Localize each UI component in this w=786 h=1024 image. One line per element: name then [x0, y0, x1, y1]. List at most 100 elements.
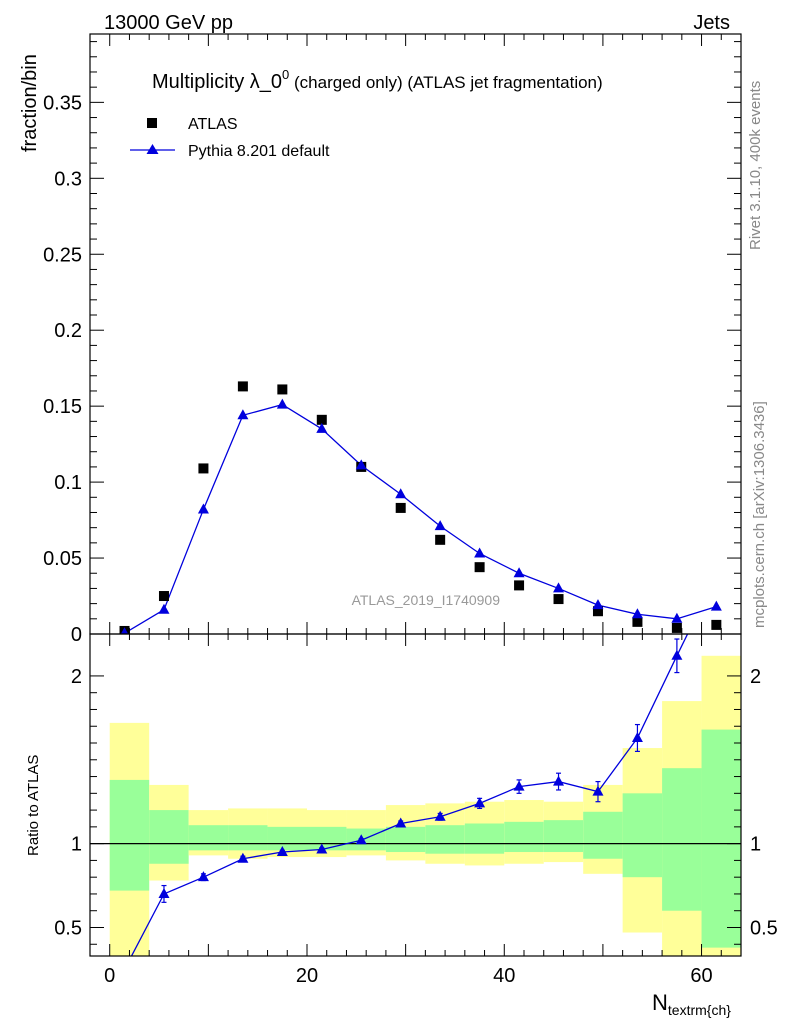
pythia-mc-point — [474, 547, 486, 558]
pythia-mc-point — [513, 567, 525, 578]
green-band-bin — [385, 826, 426, 853]
y-axis-label-main: fraction/bin — [19, 54, 41, 152]
legend-marker-pythia — [146, 144, 159, 154]
ratio-mc-point — [513, 780, 525, 791]
ratio-y-tick-label-left: 0.5 — [54, 917, 82, 939]
ratio-mc-point — [434, 810, 446, 821]
ratio-mc-point — [237, 852, 249, 863]
pythia-mc-point — [158, 603, 170, 614]
green-band-bin — [662, 768, 702, 911]
atlas-data-point — [277, 384, 288, 395]
pythia-mc-point — [592, 599, 604, 610]
pythia-mc-point — [671, 612, 683, 623]
y-tick-label: 0.15 — [43, 396, 82, 418]
y-tick-label: 0.25 — [43, 244, 82, 266]
ratio-y-tick-label-right: 1 — [750, 834, 761, 856]
ratio-y-tick-label-right: 0.5 — [750, 917, 778, 939]
ratio-bands — [109, 655, 741, 956]
green-band-bin — [583, 811, 623, 859]
legend-marker-atlas — [147, 118, 157, 128]
ratio-mc-point — [631, 731, 643, 742]
green-band-bin — [267, 826, 307, 851]
ratio-mc-point — [553, 775, 565, 786]
atlas-data-point — [632, 616, 643, 627]
main-series — [119, 381, 722, 634]
chart-title-main: Multiplicity λ_0 — [152, 71, 282, 93]
green-band-bin — [622, 793, 663, 878]
pythia-mc-point — [395, 488, 407, 499]
ratio-y-tick-label-left: 2 — [71, 666, 82, 688]
pythia-mc-point — [631, 608, 643, 619]
ratio-y-tick-label-right: 2 — [750, 666, 761, 688]
green-band-bin — [543, 820, 584, 853]
y-axis-main: 0 0.05 0.1 0.15 0.2 0.25 0.3 0.35 — [43, 41, 741, 646]
green-band-bin — [504, 821, 544, 853]
y-tick-label: 0.1 — [54, 472, 82, 494]
mcplots-label: mcplots.cern.ch [arXiv:1306.3436] — [751, 401, 768, 628]
x-axis-label-main: N — [652, 990, 668, 1015]
ratio-mc-point — [158, 887, 170, 898]
atlas-data-point — [395, 502, 406, 513]
y-tick-label: 0.05 — [43, 548, 82, 570]
main-mc-line — [124, 403, 717, 634]
atlas-data-point — [435, 534, 446, 545]
y-tick-label: 0 — [71, 624, 82, 646]
ratio-y-tick-label-left: 1 — [71, 834, 82, 856]
atlas-data-point — [237, 381, 248, 392]
ratio-mc-line — [130, 634, 689, 956]
y-tick-label: 0.3 — [54, 168, 82, 190]
y-axis-label-ratio: Ratio to ATLAS — [25, 755, 42, 856]
ratio-mc-point — [119, 963, 130, 973]
chart-title-rest: (charged only) (ATLAS jet fragmentation) — [289, 73, 602, 92]
pythia-mc-point — [316, 422, 328, 433]
rivet-label: Rivet 3.1.10, 400k events — [747, 81, 764, 250]
header-left: 13000 GeV pp — [104, 12, 233, 34]
chart-title: Multiplicity λ_00 (charged only) (ATLAS … — [152, 67, 603, 93]
pythia-mc-point — [237, 409, 249, 420]
chart-title-sup: 0 — [282, 67, 289, 82]
ratio-mc-point — [711, 569, 722, 579]
y-tick-label: 0.35 — [43, 92, 82, 114]
analysis-watermark: ATLAS_2019_I1740909 — [352, 592, 501, 608]
green-band-bin — [701, 729, 741, 948]
green-band-bin — [307, 826, 347, 851]
atlas-data-point — [553, 594, 564, 605]
green-band-bin — [464, 823, 505, 854]
ratio-mc-point — [474, 797, 486, 808]
green-band-bin — [425, 825, 465, 854]
ratio-mc-point — [355, 834, 367, 845]
atlas-data-point — [711, 619, 722, 630]
green-band-bin — [188, 825, 229, 851]
ratio-mc-point — [592, 785, 604, 796]
main-panel: 0 0.05 0.1 0.15 0.2 0.25 0.3 0.35 — [43, 33, 742, 646]
pythia-mc-point — [355, 459, 367, 470]
legend-label-pythia: Pythia 8.201 default — [188, 143, 330, 160]
ratio-mc-point — [276, 846, 288, 857]
y-tick-label: 0.2 — [54, 320, 82, 342]
ratio-mc-point — [316, 843, 328, 854]
ratio-mc-point — [395, 817, 407, 828]
pythia-mc-point — [120, 627, 129, 634]
green-band-bin — [109, 779, 150, 891]
x-axis: 0 20 40 60 — [104, 34, 742, 987]
green-band-bin — [149, 810, 189, 864]
atlas-data-point — [474, 562, 485, 573]
green-band-bin — [228, 825, 268, 851]
x-axis-label-sub: textrm{ch} — [668, 1002, 731, 1018]
atlas-data-point — [198, 463, 209, 474]
ratio-mc-series — [119, 569, 722, 973]
x-axis-label: Ntextrm{ch} — [652, 990, 731, 1018]
x-tick-label: 40 — [493, 965, 515, 987]
ratio-panel: 0 20 40 60 0.5 0.5 1 1 2 2 — [54, 34, 778, 987]
legend-label-atlas: ATLAS — [188, 116, 238, 133]
ratio-frame — [89, 633, 742, 957]
atlas-data-point — [592, 606, 603, 617]
header-right: Jets — [693, 12, 730, 34]
atlas-data-point — [671, 622, 682, 633]
atlas-data-point — [316, 414, 327, 425]
atlas-data-point — [514, 580, 525, 591]
atlas-data-point — [158, 591, 169, 602]
pythia-mc-point — [276, 398, 288, 409]
ratio-mc-point — [197, 871, 209, 882]
